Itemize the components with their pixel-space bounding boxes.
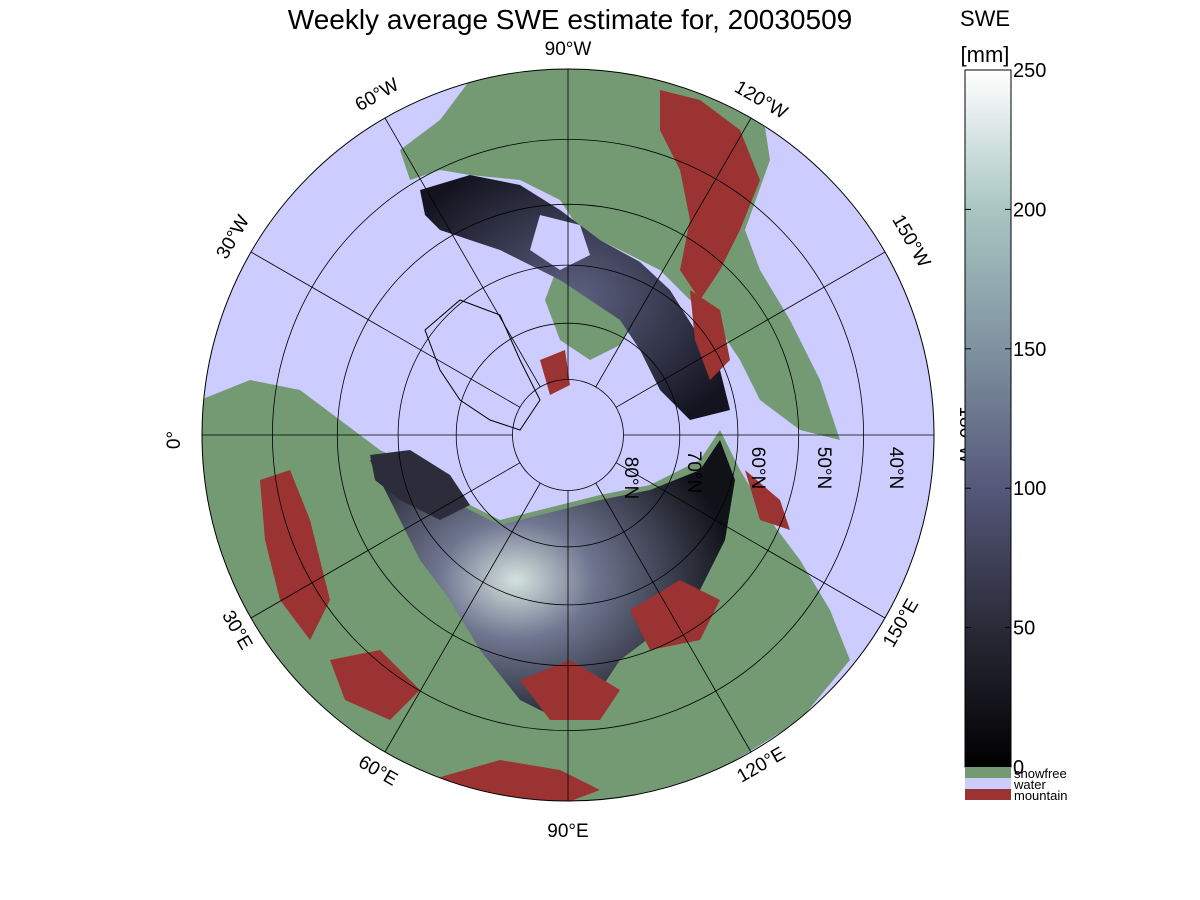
page-title: Weekly average SWE estimate for, 2003050… — [287, 4, 853, 35]
meridian-60 — [384, 482, 541, 753]
lat-label-60n: 60°N — [747, 447, 768, 489]
category-swatch-water — [965, 778, 1011, 789]
colorbar: SWE [mm] 0 50 100 150 200 250 snowfreewatermo… — [960, 6, 1068, 803]
meridian-30 — [250, 462, 521, 619]
lon-label-30w: 30°W — [212, 212, 254, 263]
category-label-mountain: mountain — [1014, 788, 1067, 803]
meridian--120 — [595, 117, 752, 388]
lon-label-90e: 90°E — [547, 821, 588, 842]
meridian--60 — [384, 117, 541, 388]
lat-label-50n: 50°N — [813, 447, 834, 489]
category-swatch-mountain — [965, 789, 1011, 800]
meridian-120 — [595, 482, 752, 753]
category-label-snowfree: snowfree — [1014, 766, 1067, 781]
snow-north-america-inner — [530, 215, 590, 270]
colorbar-tick-label-250: 250 — [1013, 60, 1046, 82]
latitude-labels: 80°N 70°N 60°N 50°N 40°N — [620, 447, 906, 499]
colorbar-title-line1: SWE — [960, 6, 1010, 31]
colorbar-title-line2: [mm] — [961, 42, 1010, 67]
colorbar-gradient — [964, 69, 1012, 768]
meridian--150 — [615, 251, 886, 408]
land-layer — [202, 69, 850, 801]
category-label-water: water — [1013, 777, 1046, 792]
colorbar-tick-label-150: 150 — [1013, 339, 1046, 361]
colorbar-tick-label-200: 200 — [1013, 199, 1046, 221]
meridian-150 — [615, 462, 886, 619]
category-swatch-snowfree — [965, 767, 1011, 778]
lon-label-60e: 60°E — [355, 752, 401, 791]
lon-label-150w: 150°W — [887, 211, 934, 271]
lon-label-90w: 90°W — [545, 39, 592, 60]
lon-label-60w: 60°W — [352, 74, 403, 116]
greenland-outline — [424, 299, 541, 431]
snow-eurasia — [370, 440, 735, 720]
colorbar-ticks: 0 50 100 150 200 250 — [965, 60, 1046, 779]
lat-label-40n: 40°N — [885, 447, 906, 489]
snow-scandinavia — [370, 450, 470, 520]
lat-label-80n: 80°N — [620, 457, 641, 499]
meridian--30 — [250, 251, 521, 408]
graticule — [202, 69, 934, 801]
mountain-regions — [260, 90, 790, 801]
lon-label-0: 0° — [164, 431, 185, 449]
snow-north-america — [420, 175, 730, 420]
colorbar-tick-label-100: 100 — [1013, 478, 1046, 500]
colorbar-tick-label-50: 50 — [1013, 618, 1035, 640]
map-disc-outline — [201, 68, 935, 802]
lat-label-70n: 70°N — [683, 451, 704, 493]
colorbar-tick-label-0: 0 — [1013, 757, 1024, 779]
